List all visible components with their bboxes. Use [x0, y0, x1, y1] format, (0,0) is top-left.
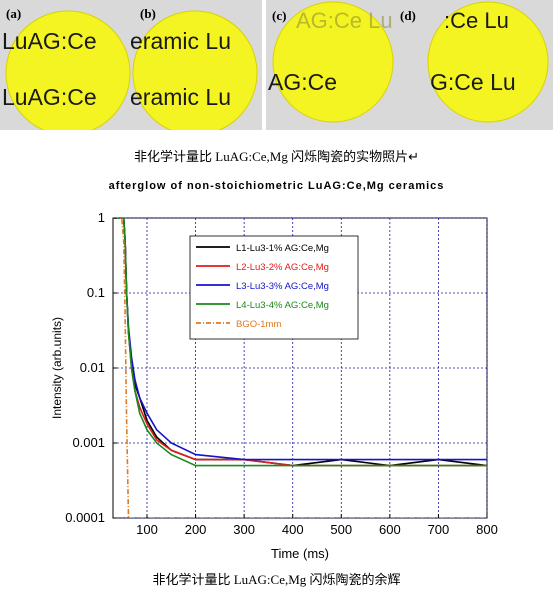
ceramic-photo-left-drawing: LuAG:Ce LuAG:Ce eramic Lu eramic Lu [2, 10, 258, 130]
panel-a-text-top: LuAG:Ce [2, 28, 97, 54]
x-tick-label: 600 [379, 522, 401, 537]
legend-label-5: BGO-1mm [236, 319, 281, 330]
x-axis-label: Time (ms) [271, 546, 329, 561]
ceramic-photo-right-drawing: AG:Ce Lu AG:Ce :Ce Lu G:Ce Lu [268, 1, 549, 123]
y-tick-label: 0.01 [80, 360, 105, 375]
panel-a-text-bottom: LuAG:Ce [2, 84, 97, 110]
legend-label-2: L2-Lu3-2% AG:Ce,Mg [236, 262, 329, 273]
panel-d-text-bottom: G:Ce Lu [430, 69, 516, 95]
afterglow-chart: 100 200 300 400 500 600 700 800 0.0001 0.001 0.01 0… [50, 210, 498, 561]
chart-title: afterglow of non-stoichiometric LuAG:Ce,… [108, 180, 445, 192]
y-tick-label: 0.0001 [65, 510, 105, 525]
legend-box [189, 235, 359, 340]
panel-label-d: (d) [400, 8, 416, 23]
x-tick-label: 400 [282, 522, 304, 537]
panel-c-text-top: AG:Ce Lu [296, 8, 393, 33]
panel-label-c: (c) [272, 8, 287, 23]
x-tick-label: 700 [428, 522, 450, 537]
chart-caption: 非化学计量比 LuAG:Ce,Mg 闪烁陶瓷的余辉 [152, 572, 401, 587]
panel-label-a: (a) [6, 6, 22, 21]
x-tick-label: 300 [233, 522, 255, 537]
ceramic-disc-b [132, 10, 258, 130]
legend-label-3: L3-Lu3-3% AG:Ce,Mg [236, 281, 329, 292]
ceramic-photo-right: AG:Ce Lu AG:Ce :Ce Lu G:Ce Lu (c) (d) [266, 0, 553, 130]
x-tick-label: 100 [136, 522, 158, 537]
panel-label-b: (b) [140, 6, 156, 21]
ceramic-disc-c [272, 1, 394, 123]
series-group [113, 218, 487, 518]
panel-b-text-bottom: eramic Lu [130, 84, 231, 110]
ceramic-photo-left: LuAG:Ce LuAG:Ce eramic Lu eramic Lu (a) … [0, 0, 262, 130]
panel-b-text-top: eramic Lu [130, 28, 231, 54]
series-line-4 [113, 218, 487, 467]
x-tick-label: 800 [476, 522, 498, 537]
panel-d-text-top: :Ce Lu [444, 8, 509, 33]
ceramic-disc-d [427, 1, 549, 123]
y-axis-label: Intensity (arb.units) [50, 317, 64, 419]
x-tick-label: 200 [185, 522, 207, 537]
legend-label-1: L1-Lu3-1% AG:Ce,Mg [236, 243, 329, 254]
panel-c-text-bottom: AG:Ce [268, 69, 337, 95]
legend-label-4: L4-Lu3-4% AG:Ce,Mg [236, 300, 329, 311]
x-tick-label: 500 [330, 522, 352, 537]
y-tick-label: 1 [98, 210, 105, 225]
y-tick-label: 0.1 [87, 285, 105, 300]
y-tick-label: 0.001 [72, 435, 105, 450]
series-line-5 [113, 218, 487, 518]
ceramic-disc-a [5, 10, 131, 130]
photo-caption: 非化学计量比 LuAG:Ce,Mg 闪烁陶瓷的实物照片↵ [134, 149, 419, 164]
